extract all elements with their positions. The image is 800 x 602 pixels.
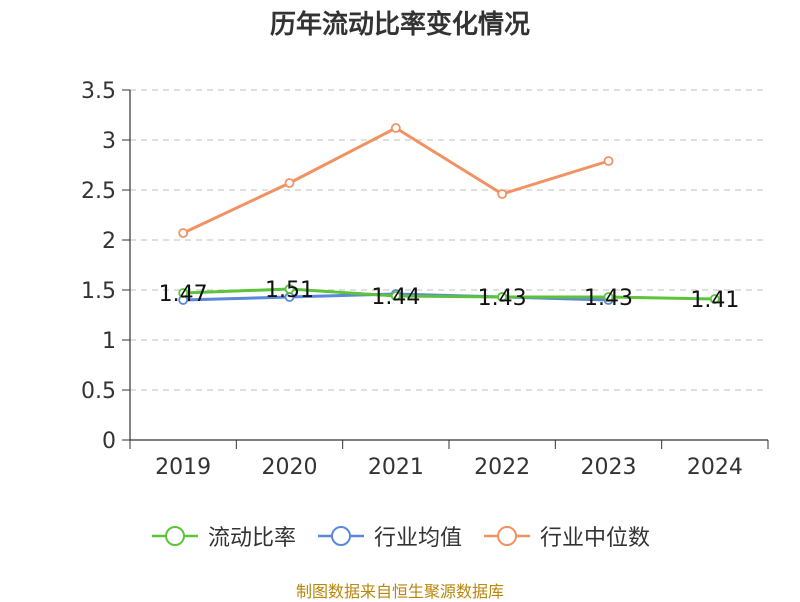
data-point <box>497 292 508 302</box>
data-label: 1.51 <box>265 278 314 303</box>
y-tick-label: 0.5 <box>81 379 116 404</box>
data-label: 1.43 <box>478 286 527 311</box>
data-source-note: 制图数据来自恒生聚源数据库 <box>295 582 504 601</box>
data-point <box>284 178 295 188</box>
legend-label: 行业中位数 <box>540 526 651 551</box>
series-line <box>183 287 715 301</box>
data-label: 1.47 <box>159 282 208 307</box>
data-label: 1.44 <box>371 285 420 310</box>
y-tick-label: 2.5 <box>81 179 116 204</box>
data-point <box>497 189 508 199</box>
x-tick-label: 2023 <box>581 455 637 480</box>
legend-line-icon <box>484 526 530 546</box>
y-tick-label: 0 <box>102 429 116 454</box>
x-tick-label: 2021 <box>368 455 424 480</box>
series-line <box>182 126 609 235</box>
legend-label: 流动比率 <box>207 526 296 551</box>
chart-legend: 流动比率 行业均值 行业中位数 <box>0 520 800 552</box>
data-point <box>390 123 401 133</box>
x-tick-label: 2020 <box>262 455 318 480</box>
data-point <box>178 228 189 238</box>
data-label: 1.41 <box>690 288 739 313</box>
y-tick-label: 3.5 <box>81 79 116 104</box>
chart-title: 历年流动比率变化情况 <box>269 10 530 40</box>
legend-item-industry-median[interactable]: 行业中位数 <box>482 520 650 552</box>
data-label: 1.43 <box>584 286 633 311</box>
data-point <box>709 294 720 304</box>
data-point <box>284 284 295 294</box>
legend-line-icon <box>317 526 364 546</box>
data-point <box>178 288 189 298</box>
data-point <box>390 291 401 301</box>
y-tick-label: 1 <box>102 329 116 354</box>
legend-item-current-ratio[interactable]: 流动比率 <box>150 520 296 552</box>
x-tick-label: 2024 <box>687 455 743 480</box>
data-point <box>603 156 614 166</box>
x-tick-label: 2019 <box>155 455 211 480</box>
legend-item-industry-mean[interactable]: 行业均值 <box>316 520 462 552</box>
y-tick-label: 2 <box>102 229 116 254</box>
x-tick-label: 2022 <box>474 455 530 480</box>
legend-label: 行业均值 <box>373 526 462 551</box>
data-point <box>603 292 614 302</box>
legend-line-icon <box>151 526 198 546</box>
y-tick-label: 1.5 <box>81 279 116 304</box>
y-tick-label: 3 <box>102 129 116 154</box>
